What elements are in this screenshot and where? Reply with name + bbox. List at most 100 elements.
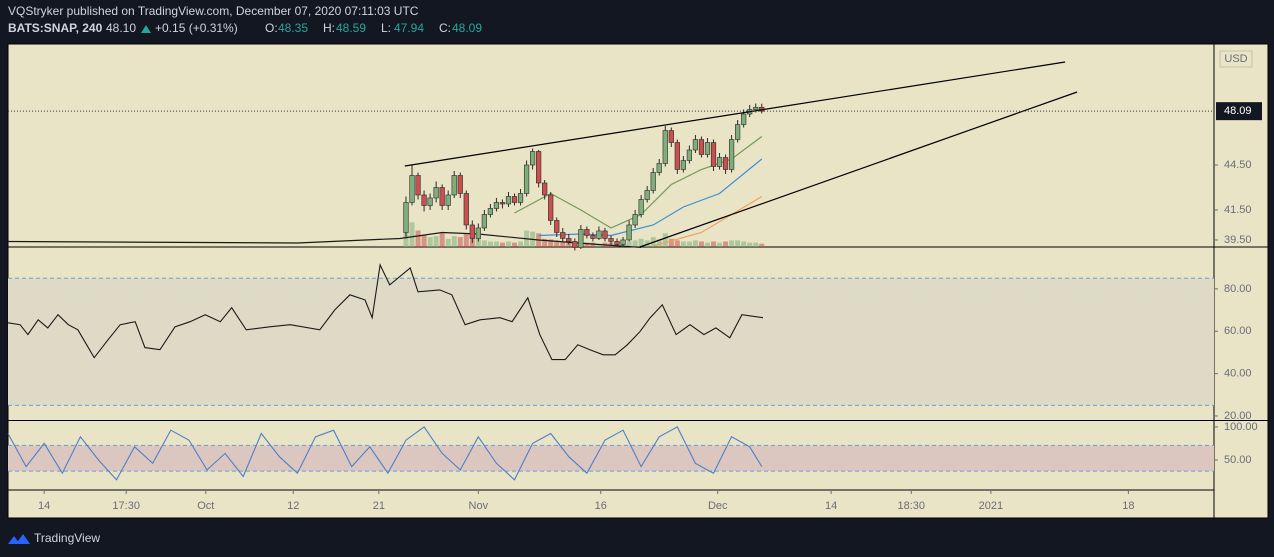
candle-body [548,194,554,221]
indicator-line [7,263,764,361]
volume-bar [409,222,415,247]
up-arrow [141,25,151,33]
volume-bar [644,240,650,247]
volume-bar [566,242,572,247]
trend-line [404,61,1066,167]
volume-bar [729,240,735,247]
candle-body [566,238,572,242]
volume-bar [505,241,511,247]
candle-body [469,224,475,239]
ohlc-label: O: [265,21,278,35]
candle-body [735,124,741,140]
y-tick-label: 40.00 [1224,368,1252,380]
ohlc-value: 48.35 [278,21,308,35]
volume-bar [596,243,602,247]
candle-body [596,230,602,239]
candle-body [493,202,500,209]
y-tick-label: 80.00 [1224,283,1252,295]
candle-body [662,130,668,164]
candle-body [511,196,518,203]
volume-bar [638,238,644,247]
x-tick-label: 14 [825,500,837,512]
volume-bar [747,242,753,247]
candle-body [421,194,427,206]
candle-body [572,241,578,248]
candle-body [536,151,542,184]
candle-body [487,208,494,215]
y-tick-label: 60.00 [1224,325,1252,337]
x-tick-label: 18:30 [898,500,926,512]
volume-bar [433,236,439,247]
candle-body [523,164,530,194]
ohlc-label: C: [439,21,451,35]
price-label-box [1216,102,1262,121]
x-tick-label: 12 [287,500,299,512]
candle-body [638,199,644,215]
ohlc-value: 47.94 [394,21,424,35]
x-tick-label: 18 [1122,500,1134,512]
candle-body [542,182,548,196]
candle-body [457,175,463,194]
volume-bar [632,240,638,247]
candle-body [560,232,566,239]
x-tick-label: 17:30 [112,500,140,512]
volume-bar [759,243,765,247]
candle-body [427,197,433,206]
candle-body [403,202,409,233]
trend-line [639,91,1078,248]
volume-bar [698,241,704,247]
x-tick-label: 2021 [979,500,1003,512]
candle-body [463,193,469,226]
volume-bar [662,233,668,247]
candle-body [656,163,662,173]
ohlc-label: L: [381,21,391,35]
brand: TradingView [34,531,100,545]
volume-bar [656,239,662,247]
volume-bar [415,230,421,247]
volume-bar [753,242,759,247]
y-tick-label: 41.50 [1224,204,1252,216]
volume-bar [692,240,698,247]
volume-bar [421,234,427,247]
volume-bar [548,239,554,247]
volume-bar [680,241,686,247]
candle-body [584,229,590,236]
candle-body [409,175,415,203]
volume-bar [584,242,590,247]
ohlc-value: 48.59 [336,21,366,35]
ohlc-value: 48.09 [452,21,482,35]
x-tick-label: 16 [595,500,607,512]
candle-body [626,224,632,241]
candle-body [692,139,699,151]
candle-body [451,175,457,196]
band [8,278,1214,406]
volume-bar [723,241,729,247]
ohlc-label: H: [323,21,335,35]
candle-body [650,172,656,191]
y-tick-label: 50.00 [1224,454,1252,466]
candle-body [608,238,614,242]
candle-body [668,130,674,143]
candle-body [632,214,638,226]
x-tick-label: 21 [373,500,385,512]
volume-bar [668,238,674,247]
volume-bar [481,240,487,247]
moving-average [653,195,763,247]
y-tick-label: 20.00 [1224,410,1252,422]
candle-body [505,196,512,205]
volume-bar [463,233,469,247]
candle-body [602,230,608,239]
volume-bar [439,233,445,247]
candle-body [716,157,723,167]
logo-icon [8,534,30,544]
candle-body [578,229,584,248]
currency-box [1219,50,1253,68]
y-tick-label: 39.50 [1224,234,1252,246]
volume-bar [590,242,596,247]
band [8,445,1214,472]
candle-body [554,220,560,233]
candle-body [415,175,421,196]
volume-bar [451,236,457,247]
x-tick-label: Oct [197,500,214,512]
